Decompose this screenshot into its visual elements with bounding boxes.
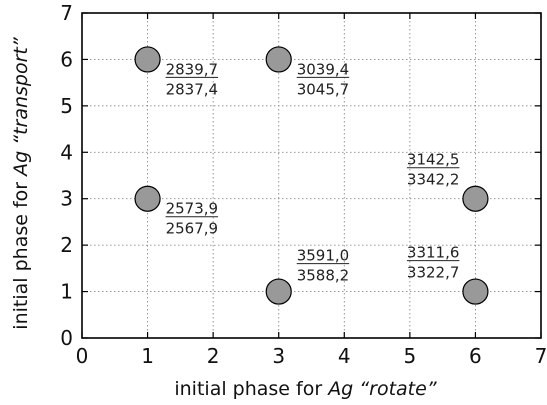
- point-label-bottom: 3588,2: [297, 267, 350, 285]
- data-point: [265, 46, 292, 73]
- y-tick-label: 5: [60, 94, 73, 118]
- y-axis-label: initial phase for Ag “transport”: [10, 37, 32, 330]
- data-point: [462, 185, 489, 212]
- data-point: [462, 278, 489, 305]
- point-label-top: 3591,0: [297, 247, 350, 265]
- point-label-top: 3039,4: [297, 60, 350, 78]
- axis-ticks: 0 1 2 3 4 5 6 7 0 1 2 3 4 5 6 7: [60, 1, 547, 368]
- point-label-top: 3142,5: [407, 151, 460, 169]
- x-tick-label: 7: [535, 344, 547, 368]
- x-tick-label: 0: [76, 344, 89, 368]
- x-tick-label: 1: [141, 344, 154, 368]
- data-point: [134, 46, 161, 73]
- point-label-bottom: 3322,7: [407, 264, 460, 282]
- point-label-bottom: 2567,9: [166, 220, 219, 238]
- x-axis-label: initial phase for Ag “rotate”: [174, 378, 436, 400]
- plot-frame: [81, 12, 542, 339]
- x-tick-label: 3: [272, 344, 285, 368]
- x-tick-label: 4: [338, 344, 351, 368]
- point-label-bottom: 2837,4: [166, 80, 219, 98]
- point-label-bottom: 3045,7: [297, 80, 350, 98]
- point-label-bottom: 3342,2: [407, 171, 460, 189]
- point-label-top: 2839,7: [166, 60, 219, 78]
- x-tick-label: 5: [403, 344, 416, 368]
- x-tick-label: 2: [207, 344, 220, 368]
- y-tick-label: 0: [60, 326, 73, 350]
- y-tick-label: 1: [60, 280, 73, 304]
- y-tick-label: 6: [60, 47, 73, 71]
- x-tick-label: 6: [469, 344, 482, 368]
- data-points: 2839,7 2837,4 3039,4 3045,7 3142,5 3342,2 2573…: [134, 46, 489, 305]
- y-tick-label: 7: [60, 1, 73, 25]
- y-tick-label: 3: [60, 187, 73, 211]
- point-label-top: 3311,6: [407, 244, 460, 262]
- point-label-top: 2573,9: [166, 200, 219, 218]
- data-point: [265, 278, 292, 305]
- y-tick-label: 4: [60, 140, 73, 164]
- data-point: [134, 185, 161, 212]
- y-tick-label: 2: [60, 233, 73, 257]
